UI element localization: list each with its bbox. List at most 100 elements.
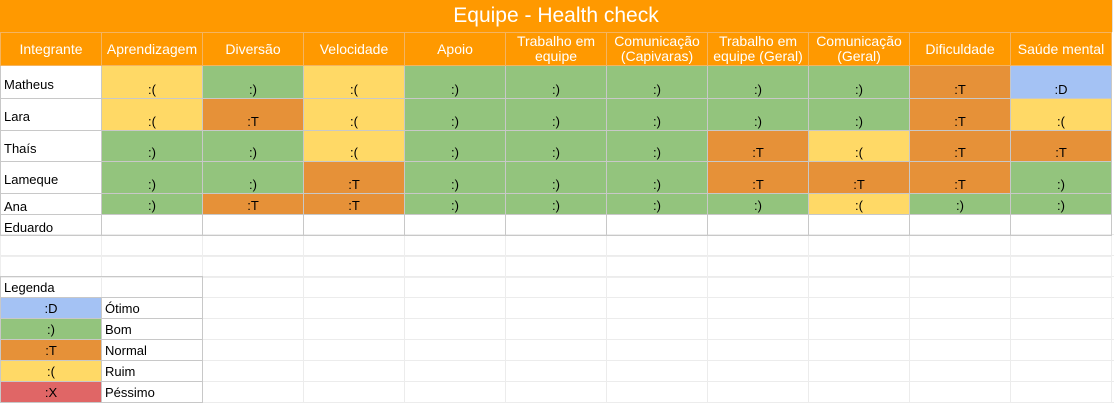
score-cell[interactable] xyxy=(909,214,1011,236)
score-cell[interactable]: :( xyxy=(808,193,910,215)
score-cell[interactable] xyxy=(202,214,304,236)
score-cell[interactable]: :) xyxy=(202,130,304,162)
score-cell[interactable]: :T xyxy=(909,98,1011,131)
empty-cell[interactable] xyxy=(1010,256,1112,278)
empty-cell[interactable] xyxy=(606,235,708,257)
score-cell[interactable]: :( xyxy=(303,65,405,99)
empty-cell[interactable] xyxy=(909,235,1011,257)
score-cell[interactable]: :T xyxy=(808,161,910,194)
score-cell[interactable] xyxy=(707,214,809,236)
score-cell[interactable]: :( xyxy=(101,98,203,131)
score-cell[interactable]: :T xyxy=(202,193,304,215)
column-header[interactable]: Dificuldade xyxy=(909,32,1011,66)
score-cell[interactable]: :) xyxy=(202,161,304,194)
score-cell[interactable]: :) xyxy=(101,161,203,194)
empty-cell[interactable] xyxy=(101,235,203,257)
score-cell[interactable] xyxy=(404,214,506,236)
legend-symbol[interactable]: :( xyxy=(0,360,102,382)
empty-cell[interactable] xyxy=(909,256,1011,278)
score-cell[interactable]: :( xyxy=(303,98,405,131)
column-header[interactable]: Integrante xyxy=(0,32,102,66)
empty-cell[interactable] xyxy=(0,235,102,257)
score-cell[interactable]: :T xyxy=(202,98,304,131)
empty-cell[interactable] xyxy=(404,256,506,278)
score-cell[interactable]: :( xyxy=(808,130,910,162)
empty-cell[interactable] xyxy=(0,256,102,278)
score-cell[interactable]: :) xyxy=(404,98,506,131)
empty-cell[interactable] xyxy=(202,256,304,278)
member-name-cell[interactable]: Lara xyxy=(0,98,102,131)
legend-title[interactable]: Legenda xyxy=(0,276,203,298)
score-cell[interactable]: :( xyxy=(101,65,203,99)
score-cell[interactable]: :) xyxy=(707,65,809,99)
legend-symbol[interactable]: :) xyxy=(0,318,102,340)
empty-cell[interactable] xyxy=(505,235,607,257)
member-name-cell[interactable]: Thaís xyxy=(0,130,102,162)
score-cell[interactable]: :T xyxy=(909,161,1011,194)
score-cell[interactable]: :) xyxy=(404,130,506,162)
member-name-cell[interactable]: Lameque xyxy=(0,161,102,194)
score-cell[interactable] xyxy=(101,214,203,236)
score-cell[interactable] xyxy=(1010,214,1112,236)
empty-cell[interactable] xyxy=(202,235,304,257)
legend-label[interactable]: Ruim xyxy=(101,360,203,382)
score-cell[interactable]: :) xyxy=(505,98,607,131)
member-name-cell[interactable]: Eduardo xyxy=(0,214,102,236)
column-header[interactable]: Trabalho em equipe (Geral) xyxy=(707,32,809,66)
empty-cell[interactable] xyxy=(1010,235,1112,257)
score-cell[interactable]: :) xyxy=(606,193,708,215)
empty-cell[interactable] xyxy=(404,235,506,257)
score-cell[interactable]: :( xyxy=(1010,98,1112,131)
empty-cell[interactable] xyxy=(808,256,910,278)
sheet-title[interactable]: Equipe - Health check xyxy=(0,0,1113,32)
score-cell[interactable]: :) xyxy=(707,193,809,215)
score-cell[interactable]: :T xyxy=(909,130,1011,162)
score-cell[interactable]: :T xyxy=(303,161,405,194)
legend-symbol[interactable]: :T xyxy=(0,339,102,361)
score-cell[interactable]: :) xyxy=(404,193,506,215)
legend-label[interactable]: Normal xyxy=(101,339,203,361)
empty-cell[interactable] xyxy=(303,235,405,257)
score-cell[interactable]: :) xyxy=(505,193,607,215)
score-cell[interactable]: :) xyxy=(909,193,1011,215)
legend-label[interactable]: Péssimo xyxy=(101,381,203,403)
score-cell[interactable]: :) xyxy=(707,98,809,131)
empty-cell[interactable] xyxy=(707,256,809,278)
empty-cell[interactable] xyxy=(101,256,203,278)
empty-cell[interactable] xyxy=(707,235,809,257)
score-cell[interactable]: :) xyxy=(404,161,506,194)
score-cell[interactable]: :) xyxy=(404,65,506,99)
empty-cell[interactable] xyxy=(303,256,405,278)
column-header[interactable]: Velocidade xyxy=(303,32,405,66)
score-cell[interactable]: :D xyxy=(1010,65,1112,99)
column-header[interactable]: Comunicação (Geral) xyxy=(808,32,910,66)
legend-label[interactable]: Bom xyxy=(101,318,203,340)
score-cell[interactable]: :) xyxy=(606,161,708,194)
empty-cell[interactable] xyxy=(606,256,708,278)
empty-cell[interactable] xyxy=(808,235,910,257)
column-header[interactable]: Diversão xyxy=(202,32,304,66)
score-cell[interactable]: :T xyxy=(707,161,809,194)
score-cell[interactable]: :) xyxy=(202,65,304,99)
score-cell[interactable]: :T xyxy=(909,65,1011,99)
score-cell[interactable] xyxy=(606,214,708,236)
score-cell[interactable]: :T xyxy=(707,130,809,162)
score-cell[interactable] xyxy=(303,214,405,236)
score-cell[interactable] xyxy=(808,214,910,236)
score-cell[interactable]: :) xyxy=(1010,193,1112,215)
score-cell[interactable]: :T xyxy=(1010,130,1112,162)
score-cell[interactable]: :) xyxy=(101,193,203,215)
score-cell[interactable]: :) xyxy=(606,98,708,131)
member-name-cell[interactable]: Matheus xyxy=(0,65,102,99)
score-cell[interactable]: :) xyxy=(505,161,607,194)
member-name-cell[interactable]: Ana xyxy=(0,193,102,215)
legend-label[interactable]: Ótimo xyxy=(101,297,203,319)
column-header[interactable]: Saúde mental xyxy=(1010,32,1112,66)
score-cell[interactable]: :( xyxy=(303,130,405,162)
legend-symbol[interactable]: :D xyxy=(0,297,102,319)
empty-cell[interactable] xyxy=(505,256,607,278)
legend-symbol[interactable]: :X xyxy=(0,381,102,403)
score-cell[interactable]: :) xyxy=(505,65,607,99)
score-cell[interactable]: :) xyxy=(808,98,910,131)
score-cell[interactable]: :) xyxy=(505,130,607,162)
